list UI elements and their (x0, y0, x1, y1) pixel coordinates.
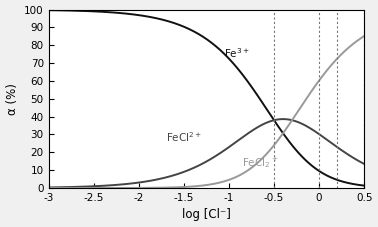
Text: Fe$^{3+}$: Fe$^{3+}$ (225, 46, 250, 60)
Y-axis label: α (%): α (%) (6, 83, 19, 115)
Text: FeCl$_2$$^+$: FeCl$_2$$^+$ (242, 155, 279, 170)
Text: FeCl$^{2+}$: FeCl$^{2+}$ (166, 130, 202, 144)
X-axis label: log [Cl⁻]: log [Cl⁻] (182, 208, 231, 222)
